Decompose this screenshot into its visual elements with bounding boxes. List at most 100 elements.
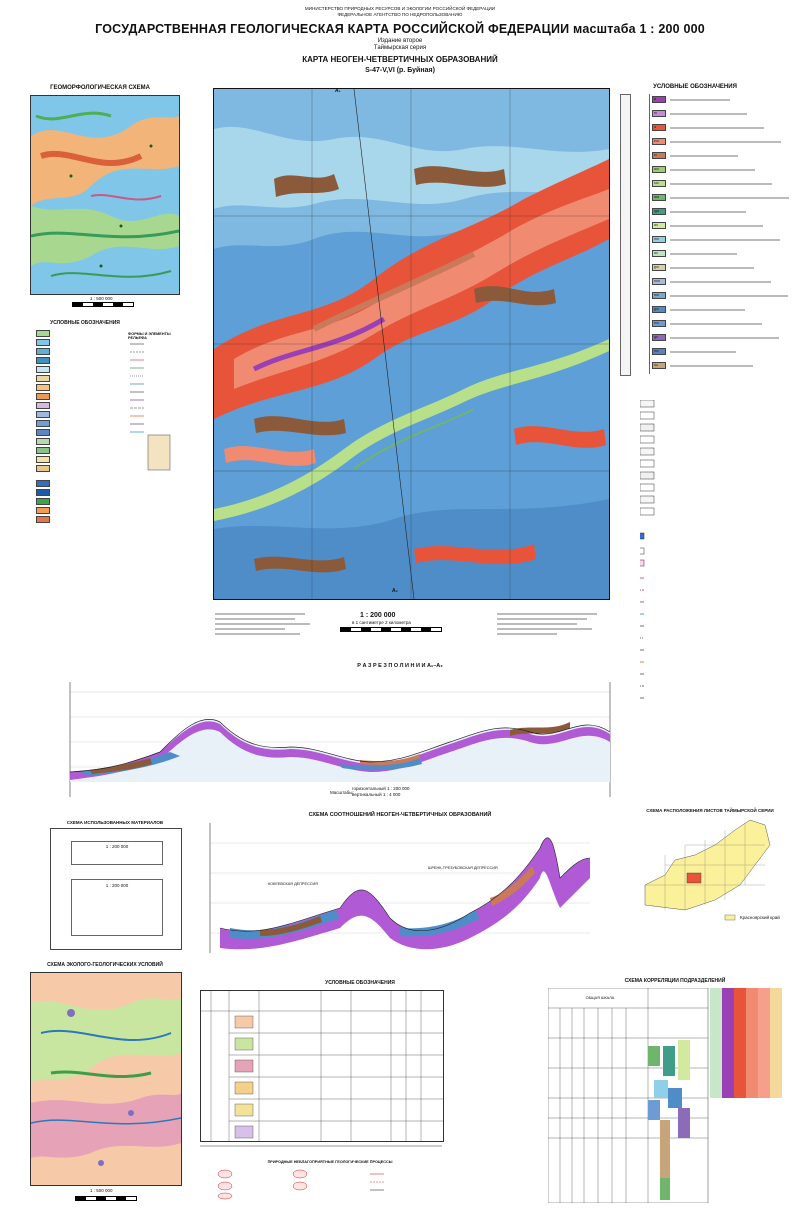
legend-description <box>670 169 755 171</box>
ministry-label: МИНИСТЕРСТВО ПРИРОДНЫХ РЕСУРСОВ И ЭКОЛОГ… <box>304 6 496 11</box>
relations-depression-1: КОКЕЕВСКАЯ ДЕПРЕССИЯ <box>268 882 318 886</box>
cross-section-svg <box>69 682 611 797</box>
geomorph-swatch <box>36 465 50 472</box>
legend-swatch <box>652 348 666 355</box>
sheet-label: S-47-V,VI (р. Буйная) <box>365 67 435 74</box>
materials-title: СХЕМА ИСПОЛЬЗОВАННЫХ МАТЕРИАЛОВ <box>66 820 164 825</box>
legend-swatch <box>652 264 666 271</box>
location-caption: Красноярский край <box>740 915 780 920</box>
legend-swatch <box>652 306 666 313</box>
legend-code: aII <box>654 251 658 255</box>
correlation-general-scale: ОБЩАЯ ШКАЛА <box>585 996 615 1000</box>
series-label: Таймырская серия <box>373 45 427 51</box>
legend-description <box>670 113 747 115</box>
agency-label: ФЕДЕРАЛЬНОЕ АГЕНТСТВО ПО НЕДРОПОЛЬЗОВАНИ… <box>337 12 463 17</box>
materials-box-2: 1 : 200 000 <box>71 879 163 936</box>
right-legend-list: a m d eIII el aIII sIII laIII lgIII aII mII aII gIII… <box>652 96 792 376</box>
legend-description <box>670 127 764 129</box>
legend-description <box>670 197 789 199</box>
legend-description <box>670 267 754 269</box>
legend-description <box>670 351 736 353</box>
legend-description <box>670 183 772 185</box>
geomorph-swatch <box>36 384 50 391</box>
main-map-svg <box>214 89 609 599</box>
legend-description <box>670 155 738 157</box>
eco-legend-table <box>200 990 444 1142</box>
legend-swatch <box>652 208 666 215</box>
legend-code: mlI <box>654 349 659 353</box>
geomorph-swatch <box>36 489 50 496</box>
materials-scheme: 1 : 200 000 1 : 200 000 <box>50 828 182 950</box>
geomorph-swatch <box>36 330 50 337</box>
section-end-label: A₂ <box>392 588 398 594</box>
legend-swatch <box>652 194 666 201</box>
geomorph-forms-title: ФОРМЫ И ЭЛЕМЕНТЫ РЕЛЬЕФА <box>128 332 171 340</box>
section-start-label: A₁ <box>335 88 341 94</box>
legend-code: lgIII <box>654 209 660 213</box>
legend-code: m <box>654 111 657 115</box>
geomorph-swatch <box>36 411 50 418</box>
legend-description <box>670 141 781 143</box>
geomorph-swatch <box>36 438 50 445</box>
legend-swatch <box>652 166 666 173</box>
map-title: КАРТА НЕОГЕН-ЧЕТВЕРТИЧНЫХ ОБРАЗОВАНИЙ <box>302 55 498 64</box>
ecology-map <box>30 972 182 1186</box>
correlation-scheme <box>547 987 788 1204</box>
geomorph-legend <box>36 330 136 530</box>
page-title: ГОСУДАРСТВЕННАЯ ГЕОЛОГИЧЕСКАЯ КАРТА РОСС… <box>95 22 705 36</box>
section-title: Р А З Р Е З П О Л И Н И И А₁–А₂ <box>357 663 443 669</box>
materials-item-2: 1 : 200 000 <box>105 883 129 888</box>
materials-box-1: 1 : 200 000 <box>71 841 163 865</box>
geomorph-forms-symbols <box>130 343 171 471</box>
cross-section <box>60 672 622 802</box>
geomorph-title: ГЕОМОРФОЛОГИЧЕСКАЯ СХЕМА <box>50 85 150 91</box>
geomorph-swatch <box>36 480 50 487</box>
right-legend-symbols <box>640 400 655 699</box>
geomorph-legend-title: УСЛОВНЫЕ ОБОЗНАЧЕНИЯ <box>50 320 120 326</box>
location-title: СХЕМА РАСПОЛОЖЕНИЯ ЛИСТОВ ТАЙМЫРСКОЙ СЕР… <box>646 808 774 813</box>
legend-description <box>670 337 779 339</box>
legend-description <box>670 99 730 101</box>
geomorph-swatch <box>36 507 50 514</box>
ecology-scale-bar <box>75 1196 137 1201</box>
legend-swatch <box>652 292 666 299</box>
legend-code: el <box>654 153 657 157</box>
relations-depression-2: ШРЕНК-ТРЕЗУБОВСКАЯ ДЕПРЕССИЯ <box>428 866 498 870</box>
legend-code: d <box>654 125 656 129</box>
legend-code: gII <box>654 335 658 339</box>
relations-svg <box>209 823 591 953</box>
legend-code: mIII <box>654 279 660 283</box>
legend-description <box>670 211 746 213</box>
legend-swatch <box>652 110 666 117</box>
correlation-title: СХЕМА КОРРЕЛЯЦИИ ПОДРАЗДЕЛЕНИЙ <box>624 978 726 984</box>
legend-code: mII <box>654 321 659 325</box>
geomorph-swatch <box>36 366 50 373</box>
geomorph-scale: 1 : 500 000 <box>90 296 113 301</box>
eco-legend-title: УСЛОВНЫЕ ОБОЗНАЧЕНИЯ <box>325 980 395 986</box>
geomorph-swatch <box>36 420 50 427</box>
geomorph-swatch <box>36 498 50 505</box>
ecology-map-svg <box>31 973 181 1185</box>
legend-swatch <box>652 138 666 145</box>
legend-description <box>670 239 780 241</box>
geomorph-map <box>30 95 180 295</box>
legend-swatch <box>652 334 666 341</box>
legend-code: mII <box>654 293 659 297</box>
eco-processes-symbols <box>217 1169 384 1200</box>
main-map-scale: 1 : 200 000 <box>360 612 396 619</box>
credits-right <box>497 610 607 650</box>
section-scale-h: горизонтальный 1 : 200 000 <box>352 786 410 791</box>
geomorph-swatch <box>36 348 50 355</box>
correlation-svg <box>547 987 782 1204</box>
legend-code: N2 <box>654 363 659 367</box>
legend-code: gIII <box>654 265 659 269</box>
geomorph-swatch <box>36 429 50 436</box>
geomorph-swatch <box>36 516 50 523</box>
relations-scheme <box>200 818 600 958</box>
legend-swatch <box>652 278 666 285</box>
eco-legend-table-svg <box>201 991 443 1141</box>
ecology-title: СХЕМА ЭКОЛОГО-ГЕОЛОГИЧЕСКИХ УСЛОВИЙ <box>47 962 163 968</box>
geomorph-scale-bar <box>72 302 134 307</box>
ecology-scale: 1 : 500 000 <box>90 1188 113 1193</box>
main-map-scale-bar <box>340 627 442 632</box>
